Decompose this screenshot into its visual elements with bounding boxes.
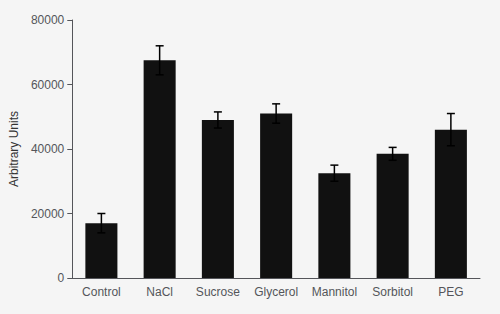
- svg-text:80000: 80000: [31, 13, 65, 27]
- svg-text:Sorbitol: Sorbitol: [372, 285, 413, 299]
- svg-text:0: 0: [58, 271, 65, 285]
- svg-text:Sucrose: Sucrose: [196, 285, 240, 299]
- svg-text:60000: 60000: [31, 78, 65, 92]
- svg-text:20000: 20000: [31, 207, 65, 221]
- svg-text:Mannitol: Mannitol: [312, 285, 357, 299]
- svg-text:NaCl: NaCl: [146, 285, 173, 299]
- svg-text:Glycerol: Glycerol: [254, 285, 298, 299]
- svg-text:Arbitrary Units: Arbitrary Units: [7, 111, 21, 187]
- svg-text:PEG: PEG: [438, 285, 463, 299]
- svg-text:Control: Control: [82, 285, 121, 299]
- svg-text:40000: 40000: [31, 142, 65, 156]
